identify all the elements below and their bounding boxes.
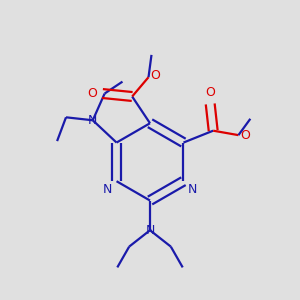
Text: O: O xyxy=(240,129,250,142)
Text: N: N xyxy=(88,114,98,127)
Text: O: O xyxy=(150,69,160,82)
Text: O: O xyxy=(205,85,215,99)
Text: N: N xyxy=(188,183,198,196)
Text: N: N xyxy=(145,224,155,237)
Text: N: N xyxy=(102,183,112,196)
Text: O: O xyxy=(87,87,97,100)
